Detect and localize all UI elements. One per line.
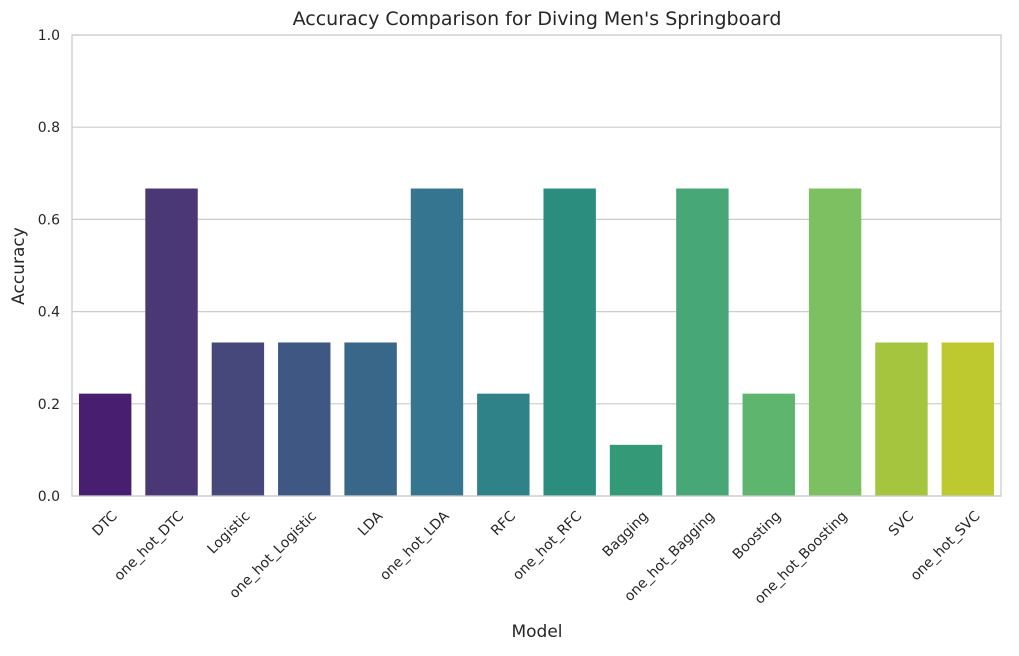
y-tick-label: 0.6	[38, 212, 60, 228]
y-tick-label: 0.0	[38, 489, 60, 505]
chart-title: Accuracy Comparison for Diving Men's Spr…	[293, 8, 782, 30]
x-tick-label: Logistic	[205, 508, 254, 557]
x-tick-label: Bagging	[600, 508, 652, 560]
bar-one-hot-bagging	[676, 188, 729, 496]
bar-bagging	[609, 444, 663, 496]
bar-lda	[344, 342, 397, 496]
y-axis-label: Accuracy	[9, 227, 29, 305]
y-tick-label: 0.2	[38, 397, 60, 413]
y-tick-labels: 0.0 0.2 0.4 0.6 0.8 1.0	[38, 28, 60, 505]
bar-one-hot-rfc	[543, 188, 596, 496]
bar-one-hot-dtc	[145, 188, 198, 496]
grid-lines	[72, 34, 1001, 497]
x-tick-label: one_hot_LDA	[377, 508, 453, 584]
y-tick-label: 0.4	[38, 305, 60, 321]
x-tick-label: one_hot_SVC	[908, 508, 984, 584]
x-tick-label: RFC	[488, 508, 519, 539]
bar-svc	[875, 342, 928, 496]
y-tick-label: 1.0	[38, 28, 60, 44]
bar-dtc	[78, 393, 132, 496]
x-tick-label: one_hot_DTC	[111, 508, 187, 584]
bar-one-hot-boosting	[808, 188, 862, 496]
x-tick-label: one_hot_RFC	[510, 508, 585, 583]
x-tick-label: DTC	[89, 508, 120, 539]
x-tick-label: SVC	[886, 508, 917, 539]
bars	[78, 188, 995, 496]
x-tick-label: LDA	[355, 508, 386, 539]
bar-rfc	[477, 393, 530, 496]
bar-one-hot-logistic	[278, 342, 331, 496]
y-tick-label: 0.8	[38, 120, 60, 136]
x-axis-label: Model	[511, 622, 562, 642]
bar-one-hot-lda	[410, 188, 464, 496]
x-tick-label: Boosting	[730, 508, 785, 563]
bar-one-hot-svc	[941, 342, 995, 496]
bar-boosting	[742, 393, 795, 496]
bar-logistic	[211, 342, 265, 496]
plot-frame	[71, 34, 1002, 497]
